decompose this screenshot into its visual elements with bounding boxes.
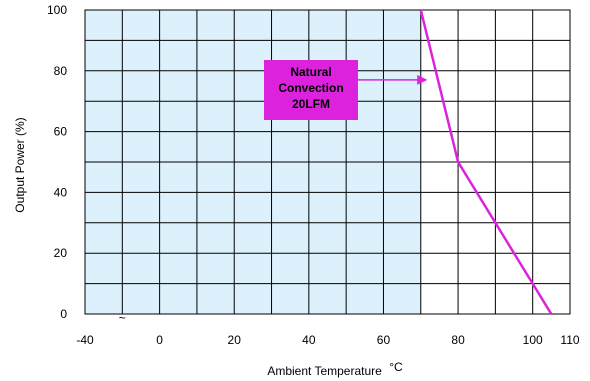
axis-break-symbol: ~ [119,311,126,325]
annotation-line-3: 20LFM [292,97,330,111]
y-axis-label: Output Power (%) [13,117,27,212]
annotation: Natural Convection 20LFM [264,60,428,120]
y-tick-label: 80 [54,64,68,78]
annotation-box [264,60,358,120]
x-axis-label-text: Ambient Temperature [267,364,382,378]
x-tick-label: 0 [156,333,163,347]
x-tick-label: 20 [228,333,242,347]
x-axis-ticks: -40 0 20 40 60 80 100 110 [76,333,580,347]
plot-frame [84,9,571,315]
y-axis-ticks: 0 20 40 60 80 100 [47,3,67,321]
y-tick-label: 40 [54,185,68,199]
y-tick-label: 0 [60,307,67,321]
x-axis-label: Ambient Temperature °C [267,360,403,378]
annotation-line-1: Natural [290,65,331,79]
y-tick-label: 100 [47,3,67,17]
x-tick-label: -40 [76,333,94,347]
x-tick-label: 80 [451,333,465,347]
x-axis-unit: °C [389,360,403,374]
x-tick-label: 40 [302,333,316,347]
y-tick-label: 60 [54,125,68,139]
annotation-line-2: Convection [278,81,343,95]
x-tick-label: 110 [560,333,579,347]
x-tick-label: 100 [523,333,543,347]
derating-curve [419,9,553,315]
y-tick-label: 20 [54,246,68,260]
x-tick-label: 60 [377,333,391,347]
